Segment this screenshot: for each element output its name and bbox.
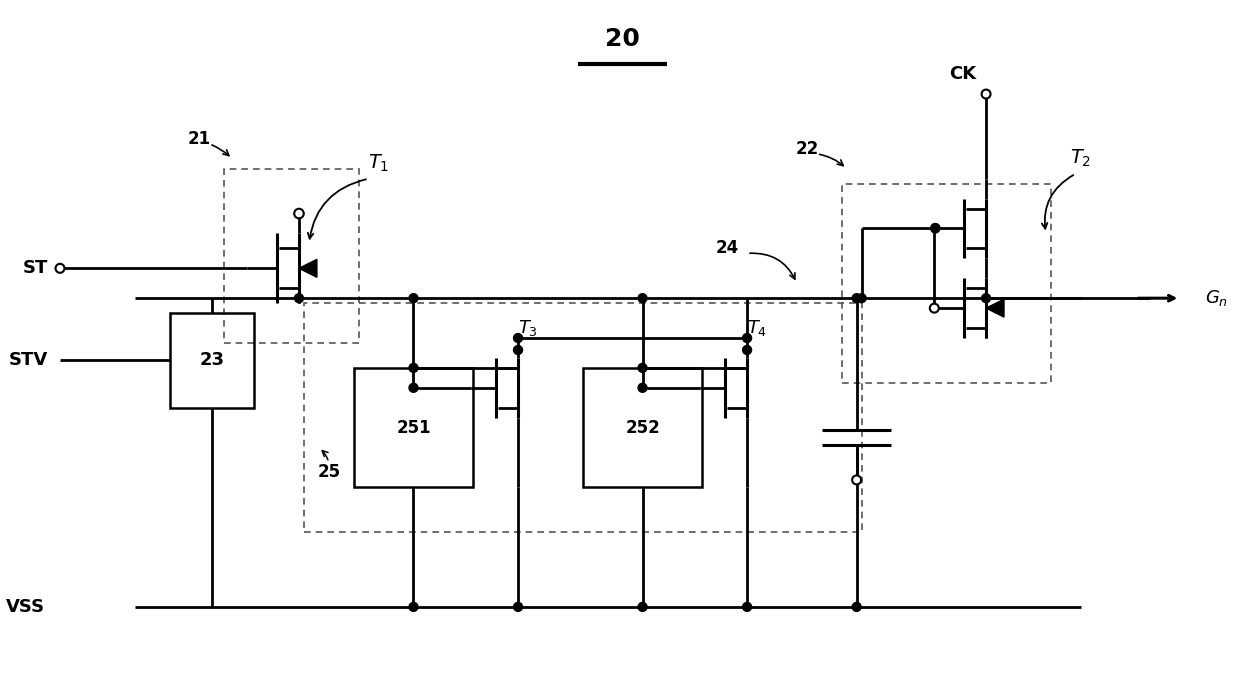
Circle shape [409,383,418,392]
Text: $T_2$: $T_2$ [1070,148,1091,169]
Circle shape [639,363,647,372]
Text: 23: 23 [200,352,224,370]
Circle shape [409,602,418,611]
Circle shape [743,602,751,611]
Bar [353,368,474,488]
Text: $G_n$: $G_n$ [1205,288,1229,308]
Circle shape [294,209,304,219]
Circle shape [931,224,940,233]
Text: STV: STV [9,352,48,370]
Text: 24: 24 [715,240,739,257]
Text: VSS: VSS [6,598,45,616]
Circle shape [852,475,861,484]
Text: 251: 251 [397,419,430,436]
Circle shape [639,602,647,611]
Circle shape [513,346,522,354]
Bar [583,368,702,488]
Polygon shape [986,299,1004,317]
Text: 21: 21 [187,130,211,148]
Circle shape [743,333,751,342]
Text: $T_1$: $T_1$ [368,153,389,174]
Circle shape [852,294,861,303]
Text: $T_3$: $T_3$ [518,318,538,338]
Bar [304,303,862,532]
Circle shape [295,294,304,303]
Bar [842,184,1050,383]
Circle shape [409,294,418,303]
Circle shape [852,602,861,611]
Circle shape [56,264,64,273]
Bar [224,169,358,343]
Text: 252: 252 [625,419,660,436]
Text: CK: CK [949,65,976,83]
Bar [170,313,254,408]
Circle shape [743,346,751,354]
Circle shape [409,363,418,372]
Text: $T_4$: $T_4$ [746,318,768,338]
Text: 22: 22 [795,140,818,158]
Circle shape [931,223,940,232]
Polygon shape [299,260,317,277]
Text: 20: 20 [605,27,640,51]
Text: 25: 25 [317,464,341,482]
Circle shape [930,304,939,313]
Circle shape [857,294,866,303]
Circle shape [513,602,522,611]
Text: ST: ST [22,260,48,277]
Circle shape [982,89,991,98]
Circle shape [982,294,991,303]
Circle shape [639,294,647,303]
Circle shape [513,333,522,342]
Circle shape [639,383,647,392]
